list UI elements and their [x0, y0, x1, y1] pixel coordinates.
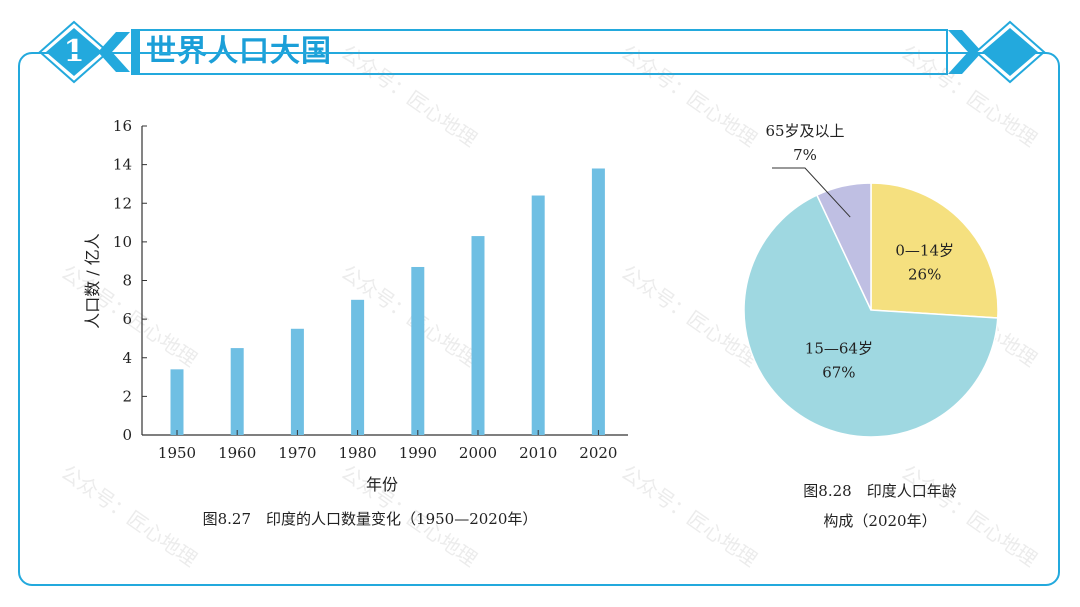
- y-tick-label: 10: [113, 233, 132, 251]
- x-tick-label: 1960: [218, 444, 256, 462]
- x-tick-label: 2010: [519, 444, 557, 462]
- pie-label-name: 0—14岁: [895, 242, 954, 260]
- x-tick-label: 2000: [459, 444, 497, 462]
- y-tick-label: 14: [113, 156, 132, 174]
- y-tick-label: 8: [122, 272, 132, 290]
- x-tick-label: 1980: [339, 444, 377, 462]
- pie-label-name: 65岁及以上: [765, 122, 844, 140]
- x-tick-label: 1970: [278, 444, 316, 462]
- pie-label-name: 15—64岁: [805, 339, 873, 357]
- pie-chart-caption-line2: 构成（2020年）: [823, 512, 937, 530]
- x-tick-label: 1950: [158, 444, 196, 462]
- y-tick-label: 4: [122, 349, 132, 367]
- pie-slice-0: [870, 182, 999, 319]
- bar-1950: [170, 369, 184, 435]
- y-tick-label: 6: [122, 310, 132, 328]
- y-tick-label: 16: [113, 117, 132, 135]
- bar-1960: [230, 348, 244, 435]
- bar-2020: [591, 168, 605, 436]
- section-number: 1: [63, 34, 85, 69]
- bar-1970: [290, 328, 304, 435]
- page-title: 世界人口大国: [146, 34, 332, 69]
- x-axis-label: 年份: [366, 475, 398, 494]
- x-tick-label: 2020: [579, 444, 617, 462]
- y-tick-label: 12: [113, 194, 132, 212]
- pie-slice-2: [815, 182, 872, 311]
- pie-label-percent: 26%: [908, 266, 941, 284]
- bar-chart-caption: 图8.27 印度的人口数量变化（1950—2020年）: [202, 510, 538, 528]
- bar-2000: [471, 236, 485, 435]
- y-tick-label: 0: [122, 426, 132, 444]
- bar-1980: [351, 299, 365, 435]
- pie-label-percent: 7%: [793, 146, 817, 164]
- y-tick-label: 2: [122, 387, 132, 405]
- content-frame: [18, 52, 1060, 586]
- bar-1990: [411, 266, 425, 435]
- pie-slice-1: [743, 194, 999, 438]
- y-axis-label: 人口数 / 亿人: [83, 233, 102, 329]
- bar-2010: [531, 195, 545, 435]
- pie-leader-line: [772, 167, 851, 218]
- pie-chart-caption-line1: 图8.28 印度人口年龄: [803, 482, 957, 500]
- pie-label-percent: 67%: [822, 363, 855, 381]
- x-tick-label: 1990: [399, 444, 437, 462]
